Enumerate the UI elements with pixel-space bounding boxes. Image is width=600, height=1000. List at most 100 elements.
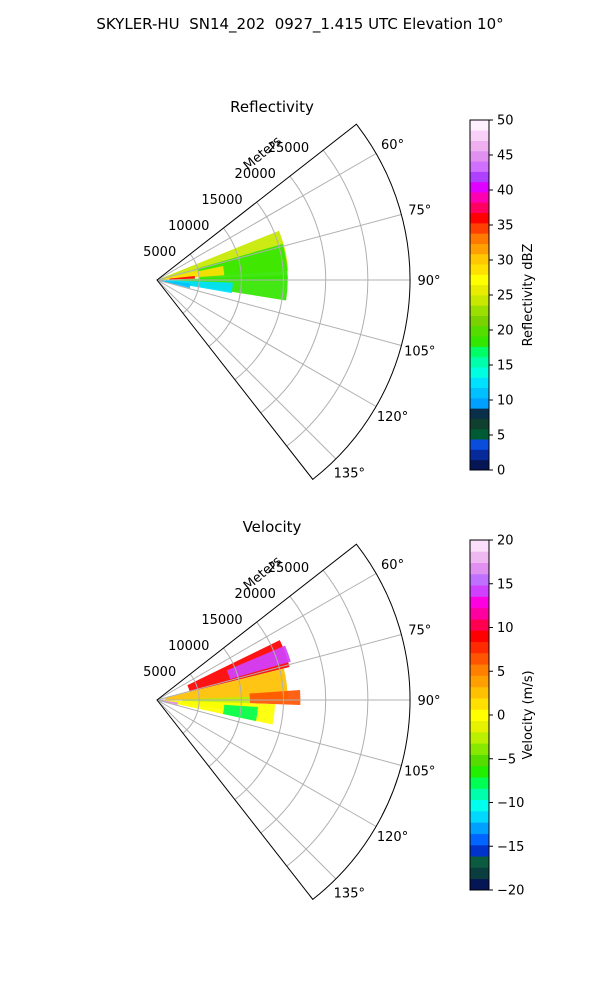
- echo-cell: [165, 668, 288, 700]
- page-title: SKYLER-HU SN14_202 0927_1.415 UTC Elevat…: [96, 15, 504, 33]
- colorbar-segment: [470, 346, 489, 358]
- range-grid-arc: [260, 175, 327, 414]
- colorbar-segment: [470, 675, 489, 688]
- colorbar-tick-label: −20: [497, 884, 524, 899]
- colorbar-segment: [470, 428, 489, 440]
- colorbar-label: Reflectivity dBZ: [521, 244, 536, 347]
- range-tick-label: 20000: [235, 587, 276, 602]
- colorbar-segment: [470, 264, 489, 275]
- range-grid-arc: [182, 253, 200, 314]
- echo-layer: [157, 640, 301, 725]
- azimuth-grid-line: [156, 279, 337, 460]
- azimuth-tick-label: 120°: [377, 830, 408, 845]
- colorbar-segment: [470, 439, 489, 450]
- colorbar-segment: [470, 336, 489, 347]
- azimuth-tick-label: 90°: [417, 274, 440, 289]
- colorbar-segment: [470, 573, 489, 586]
- colorbar-segment: [470, 408, 489, 419]
- colorbar-tick-label: 15: [497, 359, 514, 374]
- azimuth-grid-line: [156, 699, 377, 827]
- colorbar-tick-label: −5: [497, 752, 516, 767]
- colorbar-segment: [470, 652, 489, 665]
- colorbar-segment: [470, 387, 489, 399]
- azimuth-grid-line: [156, 214, 402, 281]
- range-tick-label: 25000: [268, 561, 309, 576]
- colorbar-segment: [470, 171, 489, 183]
- colorbar-tick-label: 45: [497, 149, 514, 164]
- colorbar-segment: [470, 731, 489, 744]
- colorbar-segment: [470, 150, 489, 162]
- azimuth-tick-label: 120°: [377, 410, 408, 425]
- colorbar-tick-label: −10: [497, 796, 524, 811]
- azimuth-grid-line: [156, 699, 402, 766]
- azimuth-tick-label: 90°: [417, 694, 440, 709]
- azimuth-grid-line: [156, 573, 377, 701]
- colorbar-segment: [470, 844, 489, 857]
- range-grid-arc: [260, 595, 327, 834]
- colorbar-segment: [470, 686, 489, 699]
- echo-cell: [169, 276, 195, 280]
- panel-title: Reflectivity: [230, 98, 314, 116]
- colorbar-segment: [470, 305, 489, 316]
- colorbar-segment: [470, 295, 489, 306]
- azimuth-grid-line: [156, 699, 337, 880]
- colorbar-tick-label: 5: [497, 429, 505, 444]
- azimuth-tick-label: 75°: [408, 624, 431, 639]
- azimuth-grid-line: [156, 153, 377, 281]
- colorbar-segment: [470, 754, 489, 767]
- colorbar-segment: [470, 777, 489, 789]
- range-grid-arc: [182, 673, 200, 734]
- colorbar-tick-label: 5: [497, 665, 505, 680]
- colorbar-tick-label: 0: [497, 464, 505, 479]
- colorbar-segment: [470, 878, 489, 891]
- colorbar-segment: [470, 459, 489, 471]
- colorbar-segment: [470, 709, 489, 722]
- range-tick-label: 15000: [201, 193, 242, 208]
- colorbar-segment: [470, 788, 489, 801]
- colorbar-tick-label: 35: [497, 219, 514, 234]
- azimuth-tick-label: 105°: [404, 344, 435, 359]
- colorbar-segment: [470, 418, 489, 430]
- azimuth-grid-line: [156, 279, 402, 346]
- colorbar-segment: [470, 799, 489, 812]
- colorbar-segment: [470, 585, 489, 597]
- plot-frame: [156, 543, 411, 901]
- colorbar-segment: [470, 202, 489, 214]
- colorbar-segment: [470, 619, 489, 631]
- colorbar-tick-label: 10: [497, 394, 514, 409]
- azimuth-grid-line: [156, 279, 377, 407]
- azimuth-tick-label: 135°: [334, 466, 365, 481]
- colorbar-tick-label: 30: [497, 254, 514, 269]
- colorbar-tick-label: 20: [497, 324, 514, 339]
- colorbar-segment: [470, 222, 489, 234]
- range-grid-arc: [286, 569, 369, 867]
- colorbar-segment: [470, 810, 489, 823]
- colorbar-tick-label: 40: [497, 184, 514, 199]
- azimuth-grid-line: [156, 634, 402, 701]
- range-grid-arc: [208, 227, 242, 347]
- colorbar-segment: [470, 867, 489, 880]
- echo-layer: [157, 230, 289, 301]
- colorbar-segment: [470, 641, 489, 654]
- colorbar-segment: [470, 551, 489, 563]
- colorbar-segment: [470, 397, 489, 409]
- colorbar-label: Velocity (m/s): [521, 670, 536, 759]
- colorbar-segment: [470, 192, 489, 203]
- colorbar-segment: [470, 140, 489, 152]
- colorbar-tick-label: 25: [497, 289, 514, 304]
- colorbar-segment: [470, 630, 489, 643]
- colorbar-tick-label: 10: [497, 621, 514, 636]
- echo-cell: [165, 265, 225, 280]
- colorbar-tick-label: 20: [497, 534, 514, 549]
- colorbar-tick-label: −15: [497, 840, 524, 855]
- range-tick-label: 5000: [143, 665, 176, 680]
- colorbar-segment: [470, 120, 489, 131]
- echo-cell: [249, 689, 301, 706]
- colorbar-segment: [470, 698, 489, 710]
- plot-frame: [156, 123, 411, 481]
- colorbar-segment: [470, 540, 489, 552]
- colorbar-segment: [470, 367, 489, 378]
- colorbar-tick-label: 0: [497, 709, 505, 724]
